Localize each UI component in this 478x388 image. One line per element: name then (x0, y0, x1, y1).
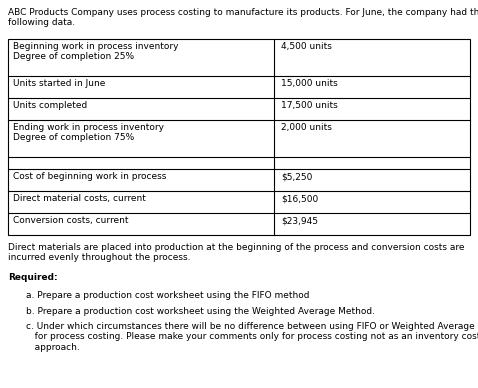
Text: c. Under which circumstances there will be no difference between using FIFO or W: c. Under which circumstances there will … (26, 322, 478, 352)
Text: b. Prepare a production cost worksheet using the Weighted Average Method.: b. Prepare a production cost worksheet u… (26, 307, 375, 315)
Text: ABC Products Company uses process costing to manufacture its products. For June,: ABC Products Company uses process costin… (8, 8, 478, 28)
Text: Cost of beginning work in process: Cost of beginning work in process (13, 172, 166, 181)
Text: Conversion costs, current: Conversion costs, current (13, 216, 129, 225)
Text: Direct material costs, current: Direct material costs, current (13, 194, 146, 203)
Text: 15,000 units: 15,000 units (281, 79, 338, 88)
Text: 4,500 units: 4,500 units (281, 42, 332, 51)
Text: Units started in June: Units started in June (13, 79, 105, 88)
Text: 17,500 units: 17,500 units (281, 101, 338, 110)
Text: Ending work in process inventory
Degree of completion 75%: Ending work in process inventory Degree … (13, 123, 164, 142)
Text: a. Prepare a production cost worksheet using the FIFO method: a. Prepare a production cost worksheet u… (26, 291, 309, 300)
Text: Direct materials are placed into production at the beginning of the process and : Direct materials are placed into product… (8, 243, 465, 262)
Text: Beginning work in process inventory
Degree of completion 25%: Beginning work in process inventory Degr… (13, 42, 178, 61)
Text: Units completed: Units completed (13, 101, 87, 110)
Text: 2,000 units: 2,000 units (281, 123, 332, 132)
Text: Required:: Required: (8, 273, 58, 282)
Text: $23,945: $23,945 (281, 216, 318, 225)
Text: $5,250: $5,250 (281, 172, 313, 181)
Text: $16,500: $16,500 (281, 194, 318, 203)
